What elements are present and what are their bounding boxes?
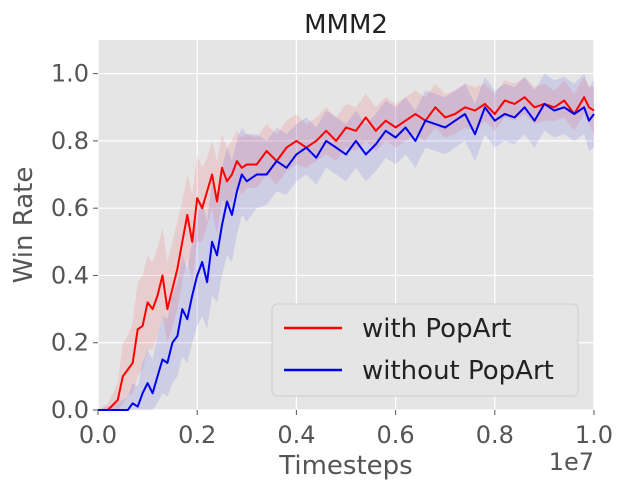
x-tick-label: 1.0 [575, 421, 613, 449]
y-tick-label: 0.4 [51, 261, 89, 289]
line-with-popart [98, 96, 595, 411]
legend-label-with-popart: with PopArt [362, 314, 511, 344]
confidence-bands [98, 73, 594, 410]
series-lines [98, 96, 595, 411]
legend-label-without-popart: without PopArt [362, 356, 554, 386]
legend: with PopArt without PopArt [271, 303, 579, 397]
y-tick-label: 0.2 [51, 329, 89, 357]
y-axis-title: Win Rate [9, 167, 39, 284]
x-axis-offset-label: 1e7 [549, 448, 594, 476]
y-tick-label: 1.0 [51, 60, 89, 88]
y-tick-label: 0.0 [51, 396, 89, 424]
x-axis-title: Timesteps [278, 451, 412, 481]
grid-lines [97, 40, 595, 411]
x-tick-label: 0.4 [277, 421, 315, 449]
y-tick-label: 0.8 [51, 127, 89, 155]
legend-box [271, 303, 579, 397]
x-tick-label: 0.2 [178, 421, 216, 449]
chart-title: MMM2 [304, 10, 388, 40]
y-tick-label: 0.6 [51, 194, 89, 222]
x-tick-label: 0.8 [476, 421, 514, 449]
band-without-popart [98, 73, 594, 410]
line-without-popart [98, 102, 595, 411]
x-tick-label: 0.6 [377, 421, 415, 449]
x-tick-label: 0.0 [79, 421, 117, 449]
band-with-popart [98, 77, 594, 410]
tick-labels: 0.0 0.2 0.4 0.6 0.8 1.0 0.0 0.2 0.4 0.6 0.8 1.0 [51, 60, 613, 449]
